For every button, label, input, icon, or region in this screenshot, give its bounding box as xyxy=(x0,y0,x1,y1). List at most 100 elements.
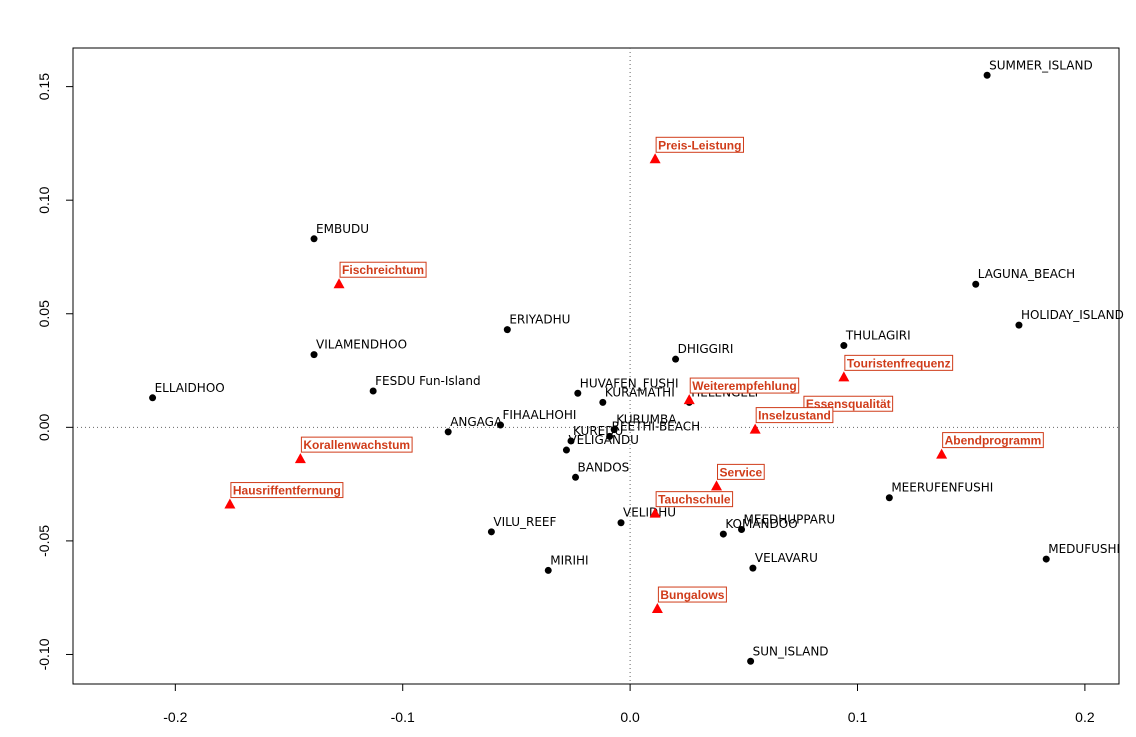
attribute-label-box xyxy=(689,377,800,394)
resort-label: FESDU Fun-Island xyxy=(375,374,480,388)
resort-point xyxy=(149,394,157,402)
attribute-label-text: Hausriffentfernung xyxy=(233,484,341,498)
resort-points: SUMMER_ISLAND EMBUDU LAGUNA_BEACH HOLIDAY_I… xyxy=(149,58,1124,665)
resort-point xyxy=(1015,321,1023,329)
resort-point xyxy=(738,526,746,534)
y-tick-label: 0.10 xyxy=(36,186,52,213)
attribute-label-box xyxy=(657,586,727,603)
attribute-point xyxy=(294,453,306,464)
y-tick-label: 0.05 xyxy=(36,300,52,327)
attribute-label-box xyxy=(755,407,834,424)
attribute-label-text: Inselzustand xyxy=(758,409,831,423)
attribute-point xyxy=(683,394,695,405)
resort-label: MIRIHI xyxy=(550,553,588,567)
attribute-label: Bungalows xyxy=(657,586,727,603)
attribute-point xyxy=(749,423,761,434)
resort-point xyxy=(972,280,980,288)
resort-point xyxy=(610,426,618,434)
resort-point xyxy=(310,235,318,243)
resort-point xyxy=(1042,555,1050,563)
resort-point xyxy=(567,437,575,445)
attribute-point xyxy=(711,480,723,491)
resort-point xyxy=(617,519,625,527)
attribute-label-box xyxy=(300,436,413,453)
resort-point xyxy=(562,446,570,454)
attribute-label-text: Abendprogramm xyxy=(945,434,1042,448)
resort-label: REETHI-BEACH xyxy=(612,419,701,433)
resort-label: VILU_REEF xyxy=(493,515,556,529)
attribute-label-box xyxy=(655,136,744,153)
attribute-point xyxy=(651,603,663,614)
resort-label: KURAMATHI xyxy=(605,385,675,399)
y-tick-label: 0.15 xyxy=(36,73,52,100)
attribute-point xyxy=(838,371,850,382)
attribute-label-text: Preis-Leistung xyxy=(658,138,741,152)
resort-label: VELIGANDU xyxy=(568,433,639,447)
resort-point xyxy=(672,355,680,363)
resort-point xyxy=(574,389,582,397)
resort-point xyxy=(840,342,848,350)
plot-frame xyxy=(72,47,1120,685)
resort-point xyxy=(444,428,452,436)
y-tick-label: -0.10 xyxy=(36,638,52,670)
resort-label: VELAVARU xyxy=(755,551,818,565)
attribute-label: Tauchschule xyxy=(655,491,734,508)
x-tick-label: -0.2 xyxy=(163,709,187,725)
resort-label: VELIDHU xyxy=(623,506,676,520)
resort-label: THULAGIRI xyxy=(845,329,911,343)
resort-point xyxy=(747,657,755,665)
resort-label: ANGAGA xyxy=(450,415,503,429)
attribute-label-text: Touristenfrequenz xyxy=(847,356,951,370)
x-tick-label: 0.0 xyxy=(620,709,640,725)
resort-point xyxy=(983,71,991,79)
attribute-point xyxy=(649,153,661,164)
resort-label: FIHAALHOHI xyxy=(502,408,576,422)
attribute-label-text: Tauchschule xyxy=(658,493,731,507)
attribute-points: Preis-Leistung Fischreichtum Touristenfreq… xyxy=(224,136,1044,614)
attribute-label-box xyxy=(339,261,427,278)
attribute-label: Korallenwachstum xyxy=(300,436,413,453)
attribute-label-text: Bungalows xyxy=(660,588,724,602)
attribute-label-box xyxy=(230,482,344,499)
resort-point xyxy=(369,387,377,395)
resort-point xyxy=(599,398,607,406)
attribute-label: Fischreichtum xyxy=(339,261,427,278)
resort-label: BANDOS xyxy=(578,460,630,474)
resort-label: KURUMBA xyxy=(616,413,677,427)
attribute-point xyxy=(224,498,236,509)
resort-label: MEERUFENFUSHI xyxy=(891,481,993,495)
resort-label: EMBUDU xyxy=(316,222,369,236)
attribute-label: Abendprogramm xyxy=(942,432,1044,449)
resort-label: HUVAFEN_FUSHI xyxy=(580,376,679,390)
attribute-label-box xyxy=(844,354,954,371)
resort-label: DHIGGIRI xyxy=(678,342,734,356)
attribute-label-text: Korallenwachstum xyxy=(303,438,410,452)
resort-label: MEEDHUPPARU xyxy=(744,513,836,527)
attribute-label: Hausriffentfernung xyxy=(230,482,344,499)
attribute-label: Touristenfrequenz xyxy=(844,354,954,371)
attribute-label-box xyxy=(717,463,765,480)
resort-point xyxy=(503,326,511,334)
x-tick-label: 0.1 xyxy=(848,709,868,725)
attribute-point xyxy=(333,278,345,289)
attribute-label: Inselzustand xyxy=(755,407,834,424)
resort-label: SUMMER_ISLAND xyxy=(989,58,1093,72)
resort-point xyxy=(885,494,893,502)
y-tick-label: 0.00 xyxy=(36,413,52,440)
resort-label: KUREDU xyxy=(573,424,623,438)
reference-lines xyxy=(73,48,1119,684)
attribute-label: Weiterempfehlung xyxy=(689,377,800,394)
x-tick-label: 0.2 xyxy=(1075,709,1095,725)
resort-label: VILAMENDHOO xyxy=(316,338,407,352)
resort-label: SUN_ISLAND xyxy=(753,644,829,658)
resort-point xyxy=(719,530,727,538)
x-axis: -0.2 -0.1 0.0 0.1 0.2 xyxy=(163,684,1095,725)
resort-point xyxy=(496,421,504,429)
resort-label: LAGUNA_BEACH xyxy=(978,267,1075,281)
resort-point xyxy=(749,564,757,572)
attribute-point xyxy=(649,507,661,518)
attribute-label-box xyxy=(655,491,734,508)
resort-point xyxy=(572,473,580,481)
resort-point xyxy=(310,351,318,359)
